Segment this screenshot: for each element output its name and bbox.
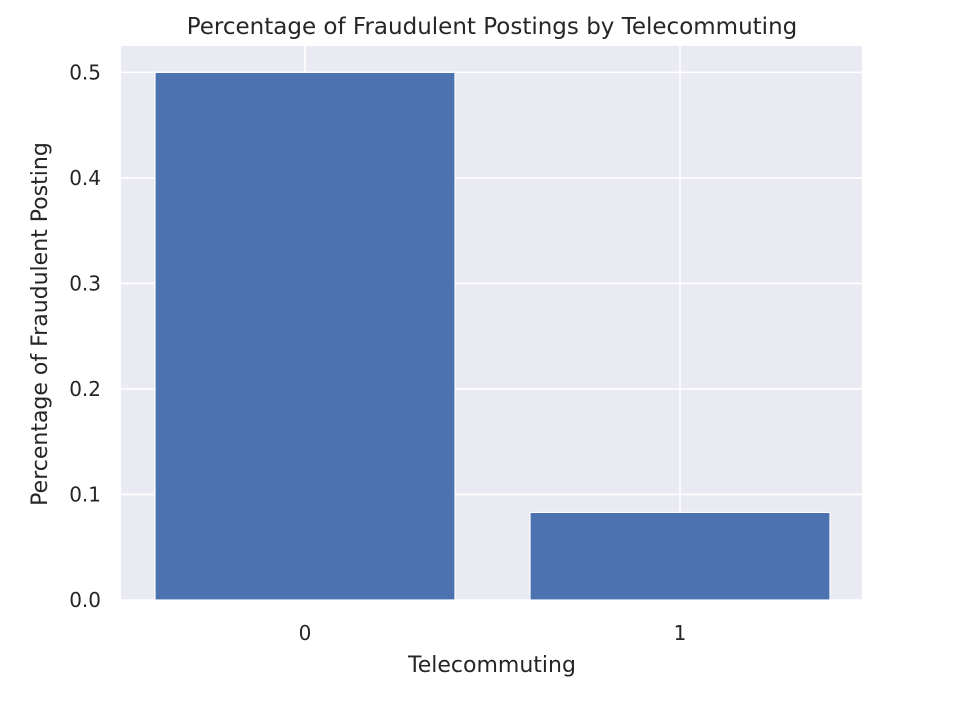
x-tick-label: 0 [299, 621, 312, 645]
y-tick-label: 0.2 [69, 377, 101, 401]
y-tick-labels: 0.0 0.1 0.2 0.3 0.4 0.5 [69, 60, 101, 612]
x-tick-label: 1 [674, 621, 687, 645]
y-tick-label: 0.1 [69, 482, 101, 506]
x-axis-label: Telecommuting [407, 653, 576, 678]
y-tick-label: 0.4 [69, 166, 101, 190]
y-tick-label: 0.3 [69, 271, 101, 295]
bars [154, 71, 831, 601]
y-tick-label: 0.5 [69, 60, 101, 84]
y-axis-label: Percentage of Fraudulent Posting [28, 142, 53, 506]
bar-1 [529, 511, 831, 601]
bar-0 [154, 71, 456, 601]
y-tick-label: 0.0 [69, 588, 101, 612]
chart-title: Percentage of Fraudulent Postings by Tel… [187, 14, 798, 40]
